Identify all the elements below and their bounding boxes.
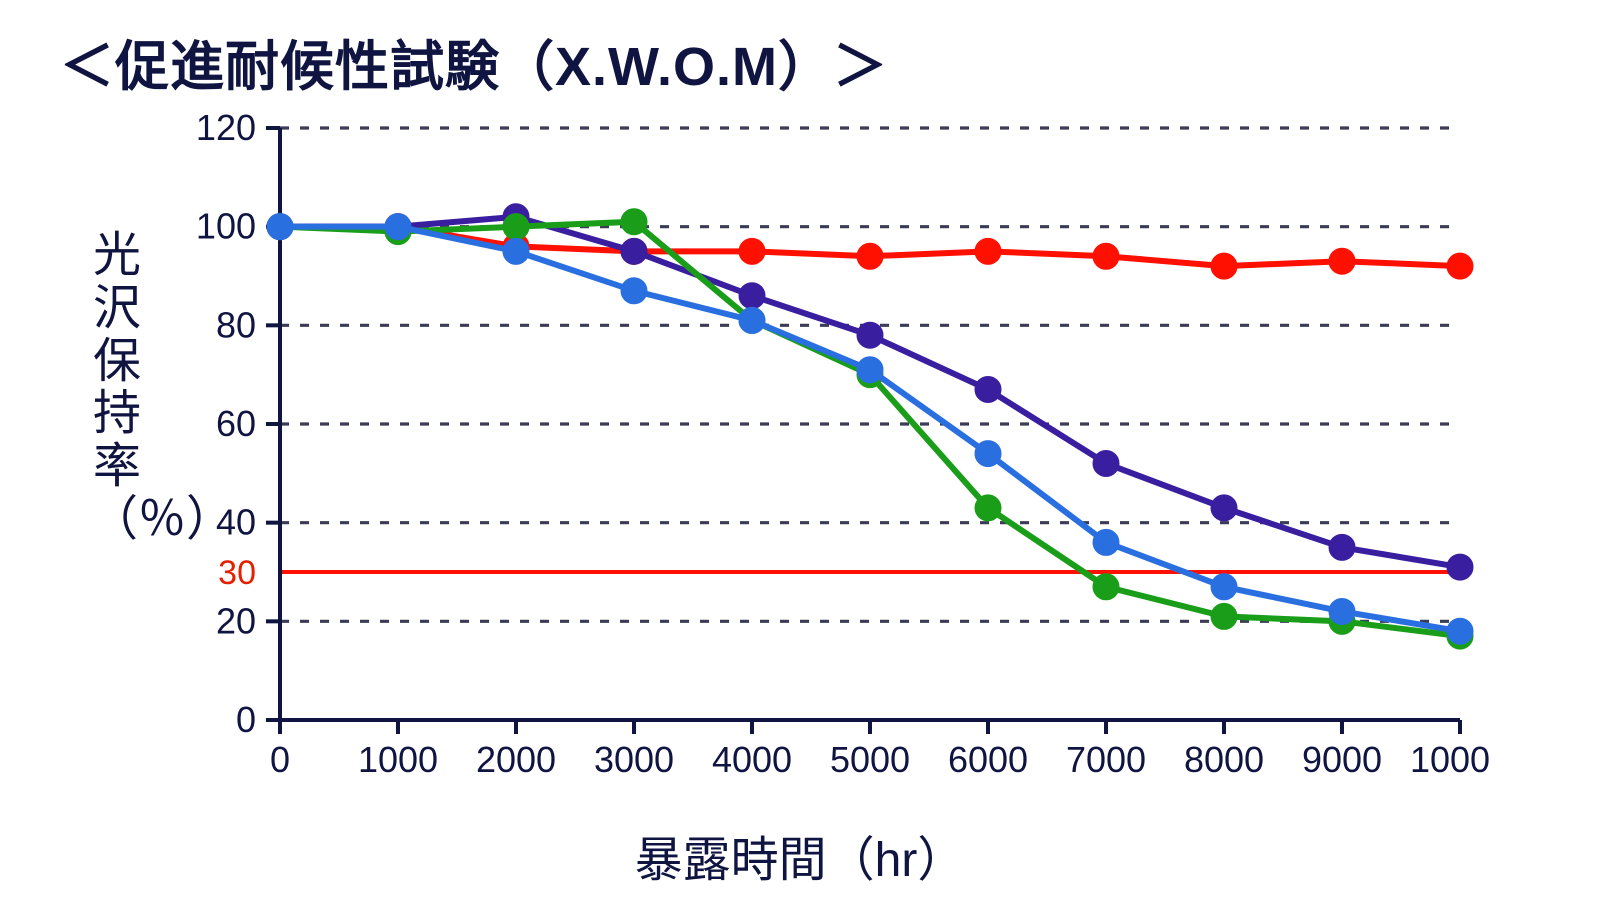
- series-marker-purple: [621, 238, 647, 264]
- y-axis-label: 光沢保持率（％）: [90, 230, 144, 547]
- series-marker-purple: [739, 283, 765, 309]
- y-tick-label: 60: [216, 403, 256, 444]
- y-tick-label: 40: [216, 502, 256, 543]
- series-marker-red: [857, 243, 883, 269]
- series-marker-red: [1447, 253, 1473, 279]
- series-marker-purple: [1447, 554, 1473, 580]
- series-marker-blue: [385, 214, 411, 240]
- series-marker-blue: [503, 238, 529, 264]
- y-tick-label: 0: [236, 699, 256, 740]
- series-marker-red: [1211, 253, 1237, 279]
- x-tick-label: 6000: [948, 739, 1028, 780]
- page: ＜促進耐候性試験（X.W.O.M）＞ 光沢保持率（％） 010002000300…: [0, 0, 1600, 921]
- series-marker-blue: [621, 278, 647, 304]
- y-tick-label: 80: [216, 304, 256, 345]
- series-marker-blue: [975, 441, 1001, 467]
- series-marker-purple: [1211, 495, 1237, 521]
- chart-title: ＜促進耐候性試験（X.W.O.M）＞: [60, 22, 888, 101]
- x-tick-label: 5000: [830, 739, 910, 780]
- y-tick-label: 100: [196, 206, 256, 247]
- series-marker-purple: [857, 322, 883, 348]
- x-tick-label: 1000: [358, 739, 438, 780]
- series-marker-blue: [1329, 598, 1355, 624]
- x-tick-label: 8000: [1184, 739, 1264, 780]
- series-marker-purple: [1093, 450, 1119, 476]
- series-marker-green: [1093, 574, 1119, 600]
- x-tick-label: 7000: [1066, 739, 1146, 780]
- series-marker-green: [621, 209, 647, 235]
- x-tick-label: 3000: [594, 739, 674, 780]
- x-tick-label: 10000: [1410, 739, 1490, 780]
- y-tick-label-threshold: 30: [218, 554, 256, 592]
- series-marker-blue: [1447, 618, 1473, 644]
- series-marker-purple: [975, 376, 1001, 402]
- y-tick-label: 20: [216, 600, 256, 641]
- series-marker-green: [503, 214, 529, 240]
- x-tick-label: 4000: [712, 739, 792, 780]
- series-marker-blue: [739, 307, 765, 333]
- series-marker-blue: [267, 214, 293, 240]
- series-marker-red: [1329, 248, 1355, 274]
- line-chart: 0100020003000400050006000700080009000100…: [150, 110, 1490, 810]
- x-tick-label: 2000: [476, 739, 556, 780]
- x-tick-label: 0: [270, 739, 290, 780]
- series-marker-green: [1211, 603, 1237, 629]
- series-marker-red: [1093, 243, 1119, 269]
- series-marker-red: [739, 238, 765, 264]
- series-marker-red: [975, 238, 1001, 264]
- x-axis-label: 暴露時間（hr）: [90, 820, 1510, 890]
- x-tick-label: 9000: [1302, 739, 1382, 780]
- series-marker-blue: [857, 357, 883, 383]
- series-marker-green: [975, 495, 1001, 521]
- chart-container: 光沢保持率（％） 0100020003000400050006000700080…: [90, 110, 1510, 890]
- series-marker-purple: [1329, 534, 1355, 560]
- series-marker-blue: [1211, 574, 1237, 600]
- y-tick-label: 120: [196, 110, 256, 148]
- series-marker-blue: [1093, 529, 1119, 555]
